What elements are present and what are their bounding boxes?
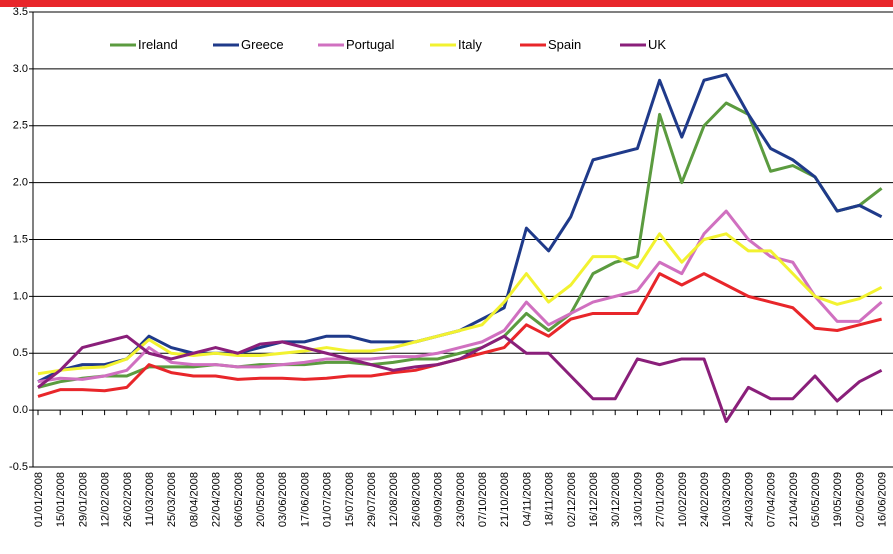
x-tick-label: 10/02/2009 xyxy=(677,472,689,527)
x-tick-label: 21/10/2008 xyxy=(499,472,511,527)
series-line xyxy=(37,272,882,398)
x-tick-label: 18/11/2008 xyxy=(544,472,556,526)
x-tick-label: 24/03/2009 xyxy=(743,472,755,527)
x-tick-label: 05/05/2009 xyxy=(810,472,822,527)
x-tick-label: 01/07/2008 xyxy=(322,472,334,527)
x-tick-label: 30/12/2008 xyxy=(610,472,622,527)
x-tick-label: 29/07/2008 xyxy=(366,472,378,527)
series-line xyxy=(37,73,883,384)
series-line xyxy=(37,209,883,384)
x-tick-label: 16/12/2008 xyxy=(588,472,600,527)
legend-label: Italy xyxy=(458,37,482,52)
x-tick-label: 15/07/2008 xyxy=(344,472,356,527)
y-tick-label: 2.5 xyxy=(13,120,28,132)
x-tick-label: 06/05/2008 xyxy=(233,472,245,527)
y-tick-label: 1.5 xyxy=(13,233,28,245)
x-tick-label: 22/04/2008 xyxy=(211,472,223,527)
x-tick-label: 02/12/2008 xyxy=(566,472,578,527)
x-tick-label: 07/04/2009 xyxy=(766,472,778,527)
x-tick-label: 03/06/2008 xyxy=(277,472,289,527)
x-tick-label: 27/01/2009 xyxy=(655,472,667,527)
x-tick-label: 12/08/2008 xyxy=(388,472,400,527)
x-tick-label: 29/01/2008 xyxy=(77,472,89,527)
header-bar xyxy=(0,0,893,7)
series-line xyxy=(37,334,883,423)
x-tick-label: 20/05/2008 xyxy=(255,472,267,527)
x-tick-label: 17/06/2008 xyxy=(299,472,311,527)
series-line xyxy=(37,232,883,376)
x-tick-label: 08/04/2008 xyxy=(188,472,200,527)
x-tick-label: 19/05/2009 xyxy=(832,472,844,527)
x-tick-label: 10/03/2009 xyxy=(721,472,733,527)
y-tick-label: 3.5 xyxy=(13,6,28,18)
x-tick-label: 12/02/2008 xyxy=(100,472,112,527)
y-tick-label: -0.5 xyxy=(9,461,28,473)
y-tick-label: 0.5 xyxy=(13,347,28,359)
y-tick-label: 3.0 xyxy=(13,63,28,75)
x-tick-label: 26/02/2008 xyxy=(122,472,134,527)
x-tick-label: 21/04/2009 xyxy=(788,472,800,527)
x-tick-label: 25/03/2008 xyxy=(166,472,178,527)
series-line xyxy=(37,101,883,389)
legend-label: Ireland xyxy=(138,37,178,52)
x-tick-label: 23/09/2008 xyxy=(455,472,467,527)
legend-label: UK xyxy=(648,37,666,52)
x-tick-label: 13/01/2009 xyxy=(632,472,644,527)
x-tick-label: 04/11/2008 xyxy=(521,472,533,526)
y-tick-label: 0.0 xyxy=(13,404,28,416)
x-tick-label: 09/09/2008 xyxy=(433,472,445,527)
y-tick-label: 1.0 xyxy=(13,290,28,302)
x-tick-label: 11/03/2008 xyxy=(144,472,156,526)
x-tick-label: 26/08/2008 xyxy=(410,472,422,527)
x-tick-label: 16/06/2009 xyxy=(877,472,889,527)
x-tick-label: 24/02/2009 xyxy=(699,472,711,527)
legend-label: Portugal xyxy=(346,37,395,52)
x-tick-label: 01/01/2008 xyxy=(33,472,45,527)
y-tick-label: 2.0 xyxy=(13,177,28,189)
x-tick-label: 15/01/2008 xyxy=(55,472,67,527)
legend-label: Greece xyxy=(241,37,284,52)
x-tick-label: 02/06/2009 xyxy=(854,472,866,527)
x-tick-label: 07/10/2008 xyxy=(477,472,489,527)
legend-label: Spain xyxy=(548,37,581,52)
